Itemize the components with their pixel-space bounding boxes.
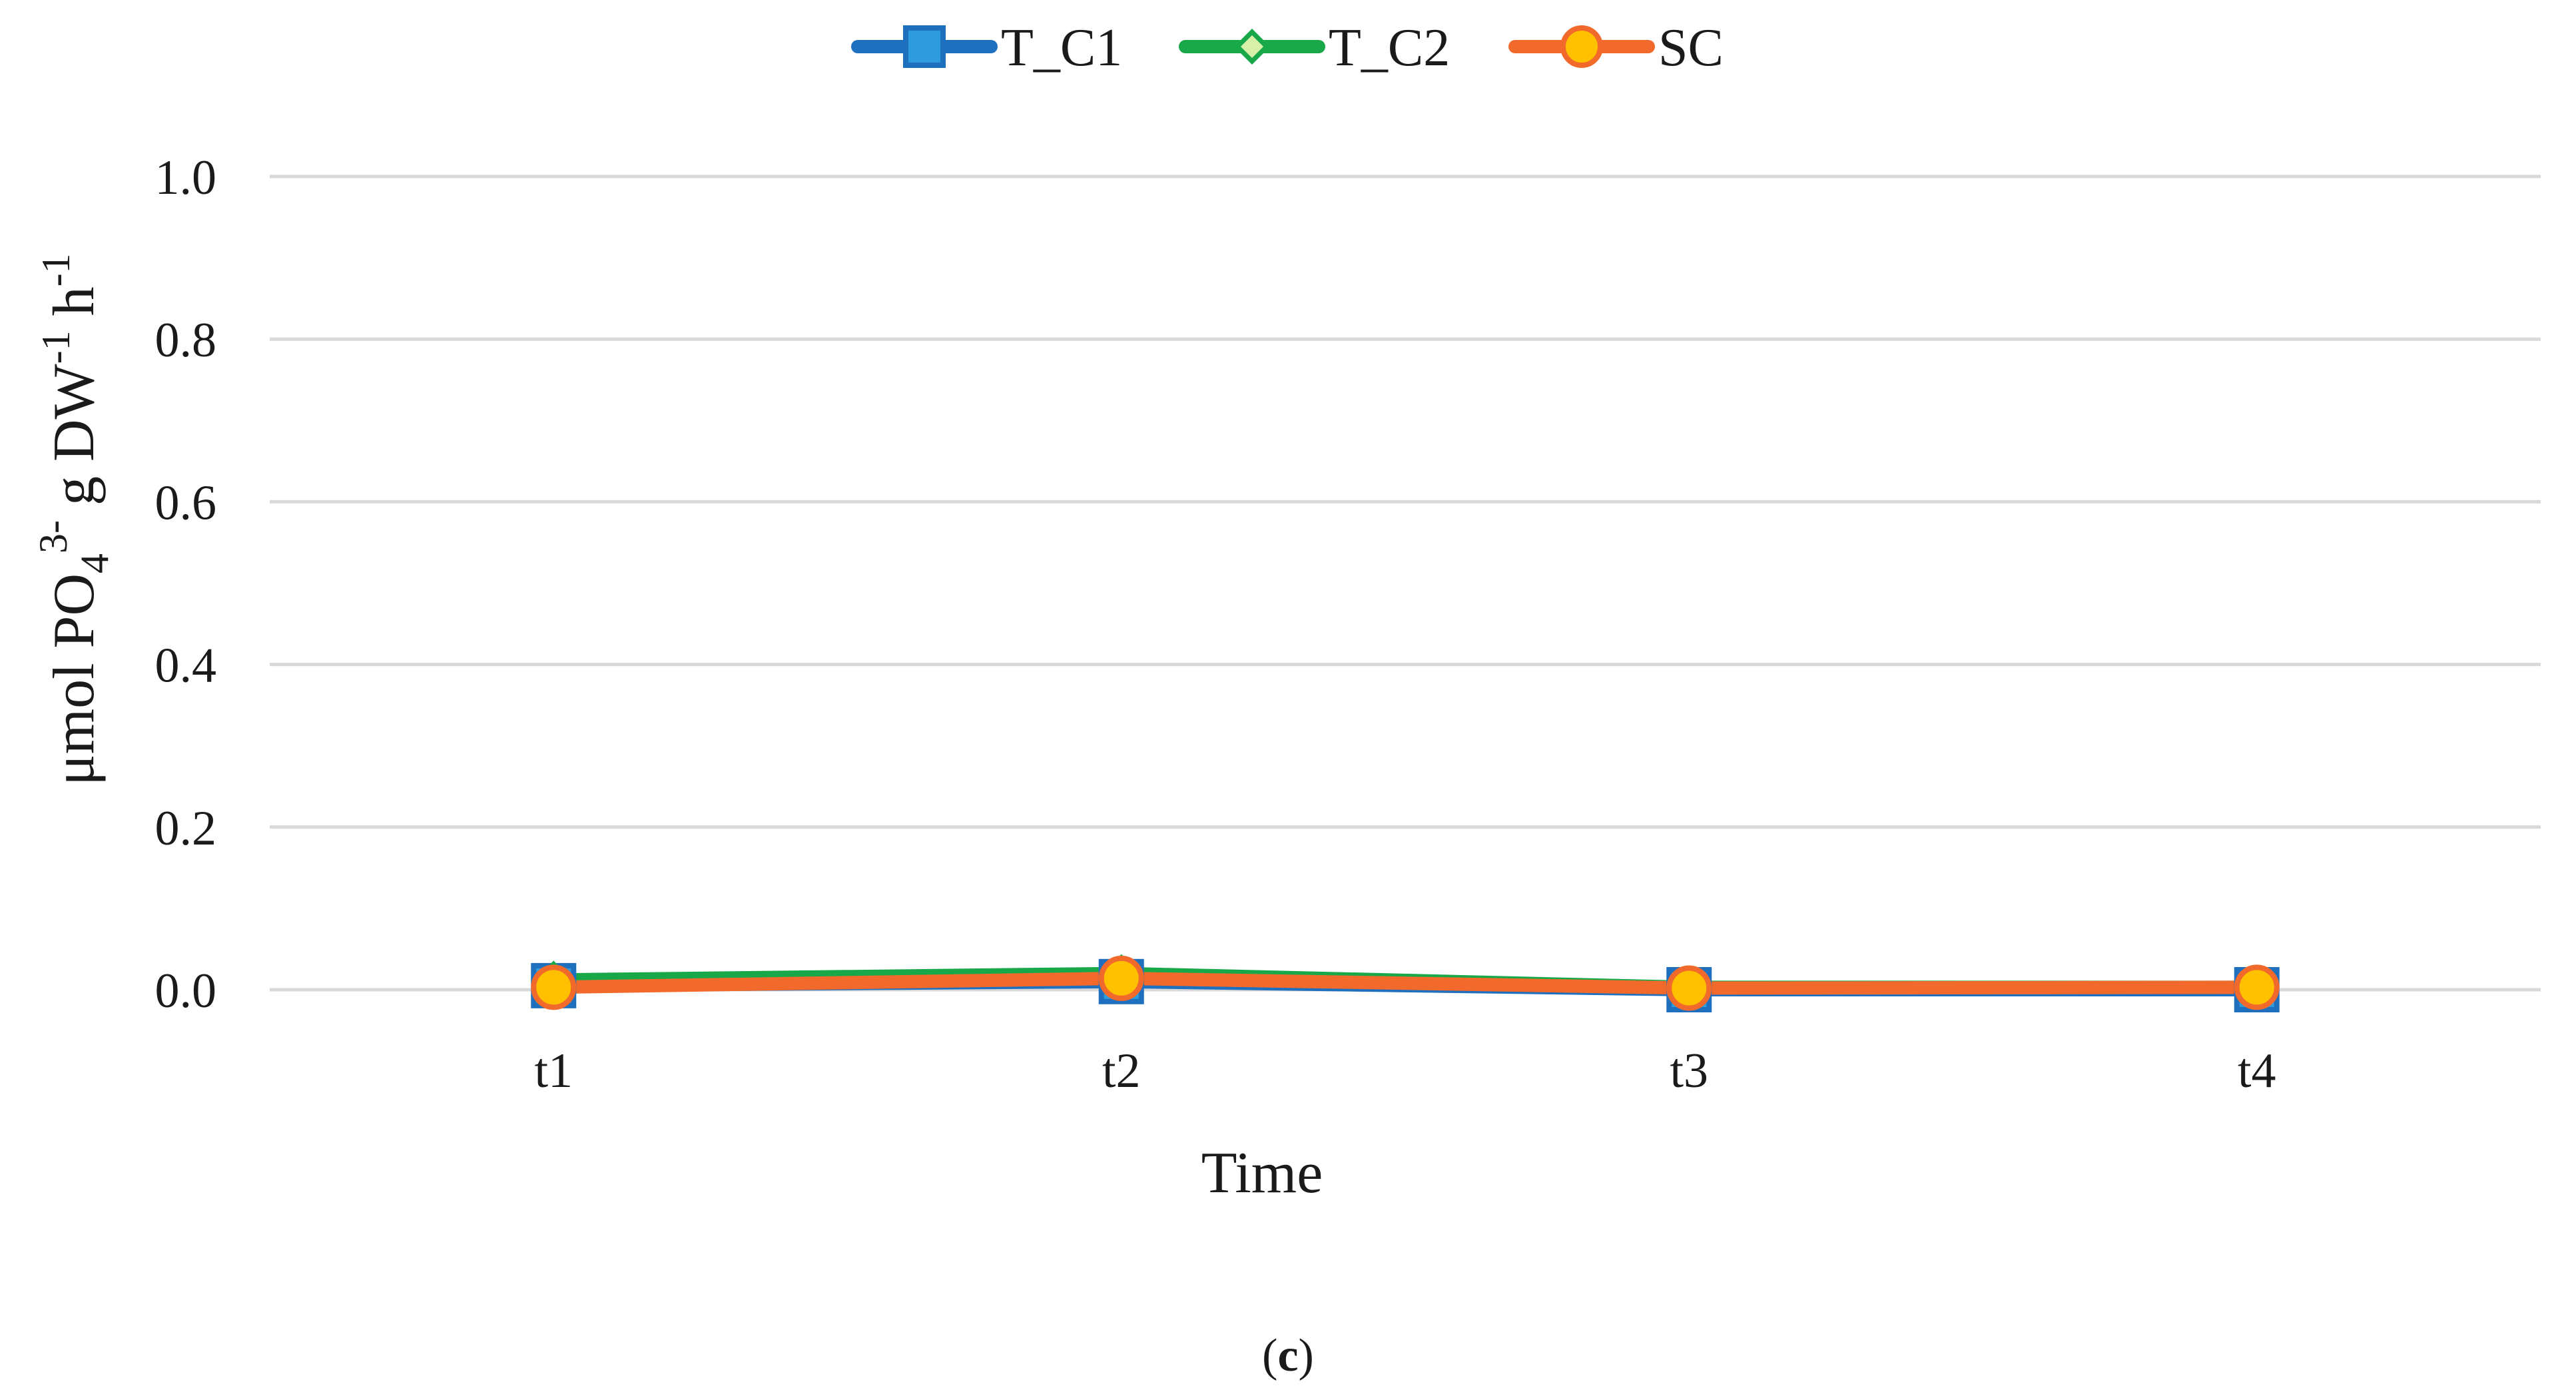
x-tick-labels: t1 t2 t3 t4 xyxy=(534,1044,2276,1098)
legend-label: T_C2 xyxy=(1329,19,1450,77)
legend: T_C1 T_C2 SC xyxy=(851,19,1724,77)
x-tick-label: t4 xyxy=(2238,1044,2276,1098)
legend-label: T_C1 xyxy=(1001,19,1122,77)
series-line-sc xyxy=(547,971,2264,995)
x-tick-label: t1 xyxy=(534,1044,573,1098)
legend-label: SC xyxy=(1658,19,1724,77)
caption-close: ) xyxy=(1299,1330,1314,1381)
y-tick-label: 0.8 xyxy=(155,313,217,368)
legend-item-sc: SC xyxy=(1508,19,1724,77)
y-tick-label: 0.2 xyxy=(155,801,217,856)
legend-marker xyxy=(1234,29,1270,65)
series-lines xyxy=(547,966,2264,996)
x-axis-title: Time xyxy=(1201,1141,1323,1206)
data-point-sc xyxy=(2234,964,2280,1010)
y-tick-label: 0.6 xyxy=(155,476,217,530)
y-tick-label: 1.0 xyxy=(155,151,217,205)
gridlines xyxy=(270,174,2541,992)
figure-caption: (c) xyxy=(1262,1330,1314,1381)
y-tick-label: 0.0 xyxy=(155,964,217,1018)
caption-open: ( xyxy=(1262,1330,1277,1381)
y-tick-label: 0.4 xyxy=(155,639,217,693)
legend-item-t-c2: T_C2 xyxy=(1179,19,1450,77)
y-axis-title: μmol PO43- g DW-1 h-1 xyxy=(31,253,117,785)
y-tick-labels: 0.0 0.2 0.4 0.6 0.8 1.0 xyxy=(155,151,217,1018)
legend-marker xyxy=(903,25,946,68)
caption-letter: c xyxy=(1277,1330,1298,1381)
x-tick-label: t2 xyxy=(1102,1044,1141,1098)
legend-marker xyxy=(1560,25,1603,68)
data-point-sc xyxy=(1098,955,1144,1001)
data-point-sc xyxy=(1666,965,1712,1011)
data-point-sc xyxy=(531,964,577,1010)
legend-item-t-c1: T_C1 xyxy=(851,19,1122,77)
series-markers xyxy=(531,954,2280,1012)
x-tick-label: t3 xyxy=(1670,1044,1708,1098)
